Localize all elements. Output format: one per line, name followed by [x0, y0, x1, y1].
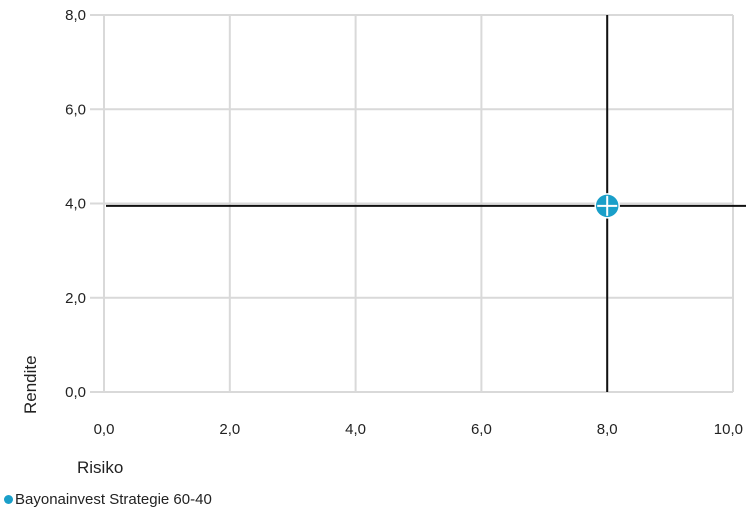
x-tick-label: 6,0 — [471, 421, 492, 438]
legend-series-label: Bayonainvest Strategie 60-40 — [15, 491, 212, 508]
x-tick-label: 2,0 — [219, 421, 240, 438]
horizontal-gridlines — [104, 14, 733, 393]
y-tick-label: 8,0 — [65, 7, 86, 24]
legend-marker-icon — [4, 495, 13, 504]
y-axis-tick-marks — [90, 14, 104, 393]
legend: Bayonainvest Strategie 60-40 — [4, 491, 212, 508]
data-points — [594, 193, 620, 219]
y-axis-tick-labels: 0,0 2,0 4,0 6,0 8,0 — [65, 7, 86, 401]
x-axis-title: Risiko — [77, 458, 123, 477]
x-tick-label: 0,0 — [94, 421, 115, 438]
y-tick-label: 4,0 — [65, 196, 86, 213]
x-tick-label: 8,0 — [597, 421, 618, 438]
y-tick-label: 6,0 — [65, 101, 86, 118]
x-axis-tick-labels: 0,0 2,0 4,0 6,0 8,0 10,0 — [94, 421, 743, 438]
y-tick-label: 2,0 — [65, 290, 86, 307]
x-tick-label: 4,0 — [345, 421, 366, 438]
y-axis-title: Rendite — [21, 355, 40, 414]
y-tick-label: 0,0 — [65, 384, 86, 401]
x-tick-label: 10,0 — [714, 421, 743, 438]
